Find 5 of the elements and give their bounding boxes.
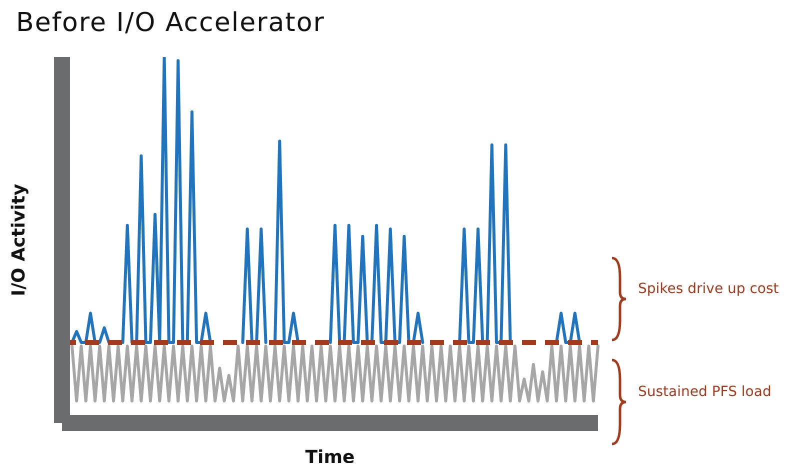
y-axis-title: I/O Activity: [8, 184, 30, 296]
text: Sustained PFS load: [638, 383, 772, 402]
text: Spikes drive up cost: [638, 280, 780, 299]
chart-title: Before I/O Accelerator: [16, 8, 325, 38]
x-axis-title: Time: [305, 447, 355, 467]
